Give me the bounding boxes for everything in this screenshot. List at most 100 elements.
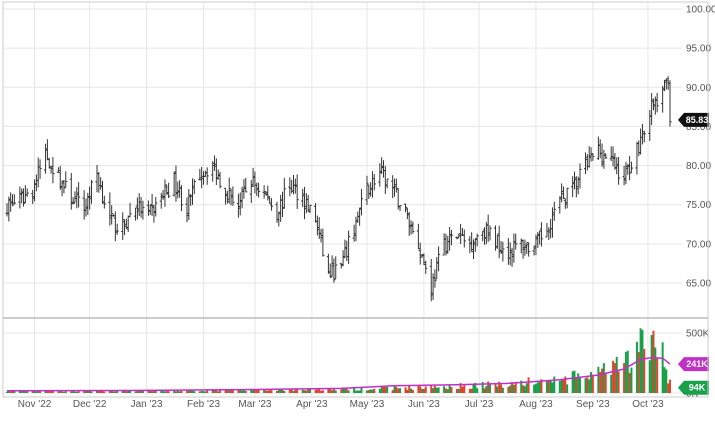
volume-bar (193, 391, 196, 393)
price-gridlines (3, 2, 682, 397)
volume-bar (165, 390, 168, 393)
volume-bar (95, 390, 98, 393)
ohlc-bar (301, 188, 305, 208)
volume-bar (450, 387, 453, 393)
ohlc-bar (370, 171, 375, 198)
volume-bar (37, 390, 40, 393)
ohlc-bar (457, 233, 461, 238)
ohlc-bar (495, 234, 499, 249)
ohlc-bar (436, 246, 441, 272)
volume-bar (661, 342, 664, 393)
volume-bar (650, 335, 653, 393)
volume-bar (549, 380, 552, 393)
ohlc-bar (493, 225, 498, 251)
volume-bar (613, 363, 616, 393)
volume-bar (639, 328, 642, 393)
volume-bar (33, 391, 36, 393)
ohlc-bar (475, 233, 479, 247)
ohlc-bar (358, 207, 362, 226)
ohlc-bar (249, 180, 253, 204)
ohlc-bar (510, 247, 514, 267)
volume-bar (547, 380, 550, 393)
ohlc-bar (128, 202, 132, 218)
volume-bar (163, 391, 166, 393)
volume-bar (577, 373, 580, 393)
volume-bar (173, 390, 176, 393)
ohlc-bar (257, 182, 261, 198)
ohlc-bar (662, 79, 667, 92)
volume-bar (127, 390, 130, 393)
volume-bar (90, 391, 93, 393)
volume-bar (7, 390, 10, 393)
ohlc-bar (242, 179, 246, 199)
volume-bar (187, 389, 190, 393)
volume-bar (204, 391, 207, 393)
volume-bar (250, 389, 253, 393)
volume-bar (151, 391, 154, 393)
volume-bar (489, 384, 492, 393)
ohlc-bar (571, 176, 575, 198)
volume-bar (590, 372, 593, 393)
ohlc-bar (77, 182, 81, 208)
ohlc-bar (88, 186, 92, 210)
volume-bar (354, 390, 357, 393)
volume-bar (408, 385, 411, 393)
volume-bar (26, 390, 29, 393)
ohlc-bar (602, 149, 606, 169)
ohlc-bar (176, 181, 180, 199)
ohlc-bar (288, 177, 292, 197)
x-tick-label: Feb '23 (187, 399, 220, 410)
ohlc-bar (547, 227, 551, 240)
x-tick-label: Mar '23 (238, 399, 271, 410)
volume-bar (522, 385, 525, 393)
value-badges: 85.83 241K 94K (678, 112, 709, 395)
volume-bar (432, 388, 435, 393)
ohlc-bar (317, 217, 321, 239)
ohlc-bar (308, 204, 312, 214)
ohlc-bar (306, 194, 310, 212)
volume-bar (321, 390, 324, 393)
volume-bar (545, 380, 548, 393)
volume-bar (667, 383, 670, 393)
volume-bar (123, 389, 126, 393)
ohlc-bar (198, 168, 202, 181)
volume-bar (244, 390, 247, 393)
ohlc-bar (244, 177, 248, 193)
ohlc-bar (624, 161, 628, 185)
ohlc-bar (262, 185, 266, 199)
ohlc-bar (86, 192, 90, 216)
ohlc-bar (639, 128, 643, 155)
ohlc-bar (545, 222, 549, 238)
volume-bar (211, 389, 214, 393)
volume-bar (421, 388, 424, 393)
ohlc-bar (648, 109, 652, 142)
ohlc-bar (321, 228, 325, 257)
volume-bar (288, 389, 291, 393)
ohlc-bar (282, 177, 286, 209)
ohlc-bar (23, 185, 27, 203)
ohlc-bar (506, 238, 510, 265)
volume-bar (64, 390, 67, 393)
ohlc-bar (589, 147, 593, 162)
ohlc-bar (482, 227, 487, 245)
volume-bar (316, 389, 319, 393)
ohlc-bar (372, 173, 376, 191)
ohlc-bar (192, 179, 196, 195)
ohlc-bar (420, 254, 424, 258)
volume-bar (536, 382, 539, 393)
ohlc-bar (302, 186, 307, 220)
volume-bar (386, 386, 389, 393)
volume-bar (610, 374, 613, 393)
volume-bar (591, 374, 594, 393)
ohlc-bar (21, 188, 26, 207)
volume-bar (231, 390, 234, 393)
ohlc-bar (347, 230, 351, 264)
volume-bar (198, 391, 201, 393)
ohlc-bar (277, 211, 281, 227)
ohlc-bar (218, 171, 222, 189)
volume-bar (110, 390, 113, 393)
ohlc-bar (64, 171, 68, 188)
volume-bar (154, 389, 157, 393)
ohlc-bar (187, 189, 191, 220)
